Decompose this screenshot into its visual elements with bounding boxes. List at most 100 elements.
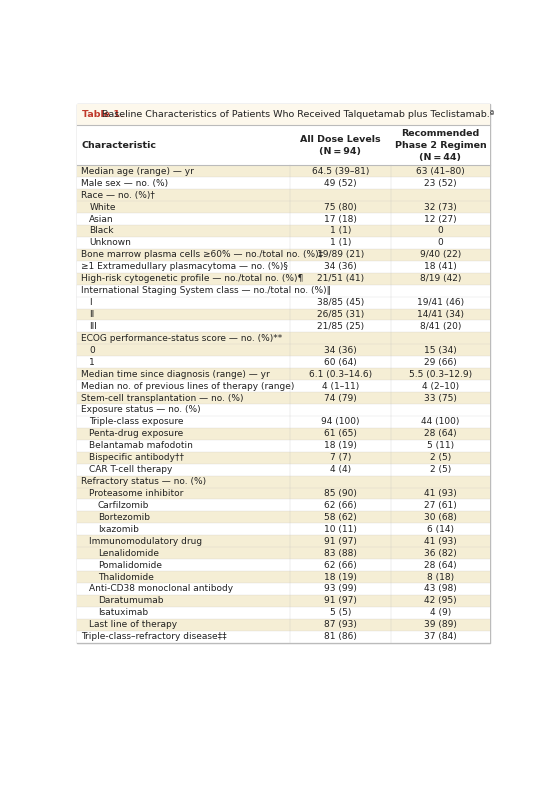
Text: Daratumumab: Daratumumab bbox=[98, 597, 163, 606]
Text: 41 (93): 41 (93) bbox=[424, 489, 457, 498]
Bar bbox=[77, 225, 490, 237]
Text: 12 (27): 12 (27) bbox=[424, 214, 457, 223]
Text: 41 (93): 41 (93) bbox=[424, 537, 457, 546]
Text: 4 (9): 4 (9) bbox=[430, 608, 451, 618]
Text: 44 (100): 44 (100) bbox=[421, 418, 460, 426]
Text: Triple-class–refractory disease‡‡: Triple-class–refractory disease‡‡ bbox=[81, 632, 227, 642]
Text: 94 (100): 94 (100) bbox=[321, 418, 359, 426]
Bar bbox=[77, 571, 490, 583]
Text: Lenalidomide: Lenalidomide bbox=[98, 549, 159, 558]
Text: Race — no. (%)†: Race — no. (%)† bbox=[81, 190, 155, 200]
Text: III: III bbox=[89, 322, 97, 331]
Bar bbox=[77, 297, 490, 309]
Bar bbox=[77, 464, 490, 476]
Bar bbox=[77, 104, 490, 642]
Text: 32 (73): 32 (73) bbox=[424, 202, 457, 211]
Text: 1 (1): 1 (1) bbox=[330, 226, 351, 235]
Text: Isatuximab: Isatuximab bbox=[98, 608, 148, 618]
Bar bbox=[77, 487, 490, 499]
Text: Ixazomib: Ixazomib bbox=[98, 525, 139, 534]
Text: Bispecific antibody††: Bispecific antibody†† bbox=[89, 454, 184, 462]
Text: 9/40 (22): 9/40 (22) bbox=[420, 250, 461, 259]
Text: Unknown: Unknown bbox=[89, 238, 131, 247]
Text: 62 (66): 62 (66) bbox=[324, 501, 357, 510]
Text: 19/41 (46): 19/41 (46) bbox=[417, 298, 464, 307]
Text: 0: 0 bbox=[437, 238, 444, 247]
Text: 18 (19): 18 (19) bbox=[324, 442, 357, 450]
Text: Last line of therapy: Last line of therapy bbox=[89, 620, 178, 630]
Text: ECOG performance-status score — no. (%)**: ECOG performance-status score — no. (%)*… bbox=[81, 334, 283, 343]
Bar bbox=[77, 559, 490, 571]
Text: 23 (52): 23 (52) bbox=[424, 178, 457, 188]
Bar bbox=[77, 356, 490, 368]
Text: 2 (5): 2 (5) bbox=[430, 454, 451, 462]
Text: Exposure status — no. (%): Exposure status — no. (%) bbox=[81, 406, 201, 414]
Bar bbox=[77, 189, 490, 201]
Bar bbox=[77, 416, 490, 428]
Bar bbox=[77, 452, 490, 464]
Text: 34 (36): 34 (36) bbox=[324, 346, 357, 354]
Bar bbox=[77, 166, 490, 178]
Text: Thalidomide: Thalidomide bbox=[98, 573, 154, 582]
Text: Stem-cell transplantation — no. (%): Stem-cell transplantation — no. (%) bbox=[81, 394, 244, 402]
Text: 18 (19): 18 (19) bbox=[324, 573, 357, 582]
Text: 5 (5): 5 (5) bbox=[330, 608, 351, 618]
Text: Table 1.: Table 1. bbox=[81, 110, 123, 119]
Bar bbox=[77, 237, 490, 249]
Text: 60 (64): 60 (64) bbox=[324, 358, 357, 366]
Bar bbox=[77, 619, 490, 630]
Text: Carfilzomib: Carfilzomib bbox=[98, 501, 149, 510]
Text: Male sex — no. (%): Male sex — no. (%) bbox=[81, 178, 168, 188]
Text: 6 (14): 6 (14) bbox=[427, 525, 454, 534]
Text: I: I bbox=[89, 298, 92, 307]
Text: Anti-CD38 monoclonal antibody: Anti-CD38 monoclonal antibody bbox=[89, 585, 233, 594]
Text: 39 (89): 39 (89) bbox=[424, 620, 457, 630]
Text: 15 (34): 15 (34) bbox=[424, 346, 457, 354]
Text: 0: 0 bbox=[89, 346, 95, 354]
Text: 42 (95): 42 (95) bbox=[424, 597, 457, 606]
Text: Black: Black bbox=[89, 226, 114, 235]
Text: 4 (2–10): 4 (2–10) bbox=[422, 382, 459, 390]
Bar bbox=[77, 332, 490, 344]
Text: 87 (93): 87 (93) bbox=[324, 620, 357, 630]
Bar bbox=[77, 607, 490, 619]
Text: Belantamab mafodotin: Belantamab mafodotin bbox=[89, 442, 193, 450]
Text: 64.5 (39–81): 64.5 (39–81) bbox=[311, 166, 369, 176]
Bar bbox=[77, 273, 490, 285]
Text: 91 (97): 91 (97) bbox=[324, 537, 357, 546]
Bar bbox=[77, 380, 490, 392]
Text: 1: 1 bbox=[89, 358, 95, 366]
Text: 10 (11): 10 (11) bbox=[324, 525, 357, 534]
Text: 29 (66): 29 (66) bbox=[424, 358, 457, 366]
Text: 4 (4): 4 (4) bbox=[330, 465, 351, 474]
Text: 2 (5): 2 (5) bbox=[430, 465, 451, 474]
Text: 61 (65): 61 (65) bbox=[324, 430, 357, 438]
Text: Penta-drug exposure: Penta-drug exposure bbox=[89, 430, 184, 438]
Text: Recommended
Phase 2 Regimen
(N = 44): Recommended Phase 2 Regimen (N = 44) bbox=[394, 129, 486, 162]
Text: 19/89 (21): 19/89 (21) bbox=[316, 250, 364, 259]
Text: 26/85 (31): 26/85 (31) bbox=[316, 310, 364, 319]
Bar bbox=[77, 547, 490, 559]
Text: 1 (1): 1 (1) bbox=[330, 238, 351, 247]
Text: Baseline Characteristics of Patients Who Received Talquetamab plus Teclistamab.ª: Baseline Characteristics of Patients Who… bbox=[99, 110, 494, 119]
Text: 4 (1–11): 4 (1–11) bbox=[322, 382, 359, 390]
Bar bbox=[77, 630, 490, 642]
Text: 75 (80): 75 (80) bbox=[324, 202, 357, 211]
Text: 7 (7): 7 (7) bbox=[330, 454, 351, 462]
Text: Refractory status — no. (%): Refractory status — no. (%) bbox=[81, 477, 206, 486]
Bar bbox=[77, 285, 490, 297]
Bar bbox=[77, 249, 490, 261]
Bar bbox=[77, 535, 490, 547]
Text: 74 (79): 74 (79) bbox=[324, 394, 357, 402]
Text: 8/41 (20): 8/41 (20) bbox=[420, 322, 461, 331]
Bar bbox=[77, 523, 490, 535]
Bar bbox=[77, 309, 490, 321]
Text: CAR T-cell therapy: CAR T-cell therapy bbox=[89, 465, 173, 474]
Bar bbox=[77, 440, 490, 452]
Text: 38/85 (45): 38/85 (45) bbox=[316, 298, 364, 307]
Bar bbox=[77, 404, 490, 416]
Text: 83 (88): 83 (88) bbox=[324, 549, 357, 558]
Bar bbox=[77, 583, 490, 595]
Bar bbox=[77, 368, 490, 380]
Text: 14/41 (34): 14/41 (34) bbox=[417, 310, 464, 319]
